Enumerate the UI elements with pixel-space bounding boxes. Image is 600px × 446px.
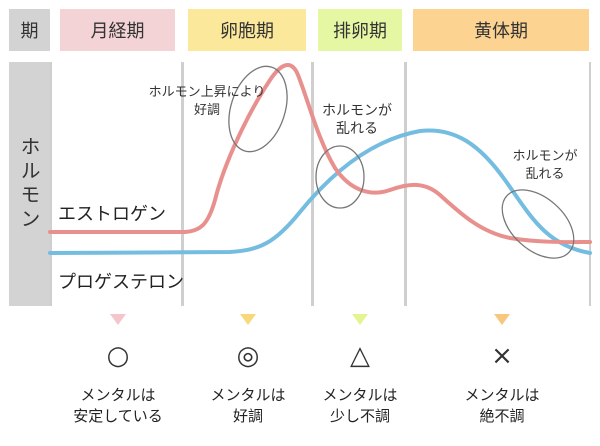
phase-header-menstrual: 月経期 (60, 9, 175, 51)
mental-caption-menstrual: メンタルは 安定している (58, 385, 178, 427)
phase-header-ovulation: 排卵期 (318, 9, 402, 51)
disturb-annotation-2-line2: 乱れる (525, 167, 565, 182)
mental-caption-follicular-line2: 好調 (232, 407, 263, 425)
mental-symbol-luteal: × (491, 341, 513, 371)
marker-luteal (494, 314, 510, 325)
phase-name-luteal: 黄体期 (474, 21, 528, 42)
phase-name-menstrual: 月経期 (90, 21, 145, 42)
phase-name-ovulation: 排卵期 (333, 21, 387, 42)
progesterone-label: プロゲステロン (58, 272, 184, 293)
phase-column-ovulation (314, 62, 404, 306)
disturb-annotation-1: ホルモンが 乱れる (312, 102, 402, 138)
phase-name-follicular: 卵胞期 (220, 21, 274, 42)
marker-ovulation (352, 314, 368, 325)
estrogen-curve (48, 63, 592, 245)
hormone-side-cell: ホルモン (9, 62, 50, 306)
mental-caption-ovulation: メンタルは 少し不調 (300, 385, 420, 427)
rise-annotation-ellipse (228, 65, 288, 153)
phase-column-follicular (184, 62, 311, 306)
phase-header-follicular: 卵胞期 (188, 9, 306, 51)
period-header-label: 期 (20, 21, 39, 42)
mental-caption-ovulation-line1: メンタルは (322, 386, 398, 404)
mental-caption-luteal-line1: メンタルは (464, 386, 540, 404)
phase-column-menstrual (52, 62, 181, 306)
disturb-annotation-1-line1: ホルモンが (322, 103, 392, 119)
rise-annotation: ホルモン上昇により 好調 (132, 84, 282, 120)
phase-column-luteal (407, 62, 589, 306)
mental-caption-luteal: メンタルは 絶不調 (442, 385, 562, 427)
mental-caption-menstrual-line1: メンタルは (80, 386, 156, 404)
mental-caption-follicular-line1: メンタルは (210, 386, 286, 404)
mental-caption-follicular: メンタルは 好調 (188, 385, 308, 427)
disturb-annotation-2: ホルモンが 乱れる (500, 148, 590, 184)
disturb-annotation-ellipse-1 (315, 145, 365, 209)
mental-symbol-menstrual: ○ (106, 341, 130, 371)
disturb-annotation-1-line2: 乱れる (336, 121, 378, 137)
mental-symbol-ovulation: △ (350, 341, 370, 371)
rise-annotation-line1: ホルモン上昇により (148, 85, 266, 100)
mental-caption-luteal-line2: 絶不調 (479, 407, 525, 425)
mental-symbol-follicular: ◎ (236, 341, 260, 371)
disturb-annotation-2-line1: ホルモンが (512, 149, 578, 164)
marker-menstrual (110, 314, 126, 325)
period-header-cell: 期 (9, 9, 50, 51)
rise-annotation-line2: 好調 (193, 103, 220, 118)
hormone-side-label: ホルモン (17, 136, 41, 232)
estrogen-label: エストロゲン (58, 204, 166, 225)
mental-caption-menstrual-line2: 安定している (73, 407, 163, 425)
phase-header-luteal: 黄体期 (413, 9, 589, 51)
marker-follicular (240, 314, 256, 325)
mental-caption-ovulation-line2: 少し不調 (329, 407, 390, 425)
disturb-annotation-ellipse-2 (501, 189, 575, 259)
progesterone-curve (48, 128, 592, 255)
